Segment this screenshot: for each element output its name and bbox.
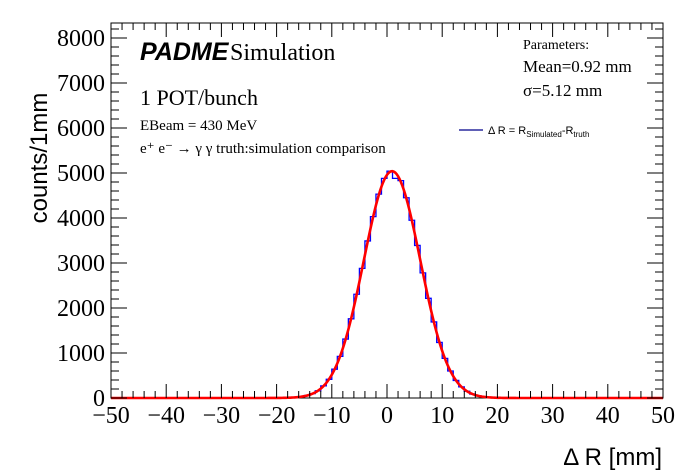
process-label: e⁺ e⁻ → γ γ truth:simulation comparison	[140, 141, 386, 157]
x-tick-label: 40	[596, 403, 620, 429]
x-tick-label: −50	[92, 403, 130, 429]
x-tick-label: 20	[485, 403, 509, 429]
y-tick-label: 3000	[57, 251, 105, 277]
ebeam-label: EBeam = 430 MeV	[140, 118, 257, 134]
y-tick-label: 1000	[57, 341, 105, 367]
y-axis-label: counts/1mm	[26, 93, 53, 224]
experiment-suffix: Simulation	[230, 40, 335, 66]
gaussian-fit-line	[111, 169, 663, 400]
y-tick-label: 5000	[57, 161, 105, 187]
y-tick-label: 0	[93, 386, 105, 412]
y-tick-label: 2000	[57, 296, 105, 322]
params-sigma: σ=5.12 mm	[523, 81, 602, 100]
legend-entry: Δ R = RSimulated-Rtruth	[488, 125, 589, 139]
y-tick-label: 6000	[57, 116, 105, 142]
x-tick-label: −20	[258, 403, 296, 429]
x-tick-label: 30	[541, 403, 565, 429]
params-mean: Mean=0.92 mm	[523, 57, 632, 76]
legend: Δ R = RSimulated-Rtruth	[459, 125, 589, 139]
pot-label: 1 POT/bunch	[140, 85, 258, 110]
x-tick-label: 0	[381, 403, 393, 429]
y-tick-label: 4000	[57, 206, 105, 232]
y-tick-label: 7000	[57, 71, 105, 97]
x-tick-label: 50	[651, 403, 675, 429]
x-tick-label: −30	[203, 403, 241, 429]
x-tick-label: −10	[313, 403, 351, 429]
x-tick-label: 10	[430, 403, 454, 429]
params-title: Parameters:	[523, 38, 589, 53]
x-tick-label: −40	[147, 403, 185, 429]
experiment-label: PADME	[140, 38, 230, 66]
histogram-series	[111, 170, 663, 399]
plot-frame	[110, 22, 664, 399]
y-tick-label: 8000	[57, 26, 105, 52]
x-axis-label: Δ R [mm]	[563, 444, 662, 471]
